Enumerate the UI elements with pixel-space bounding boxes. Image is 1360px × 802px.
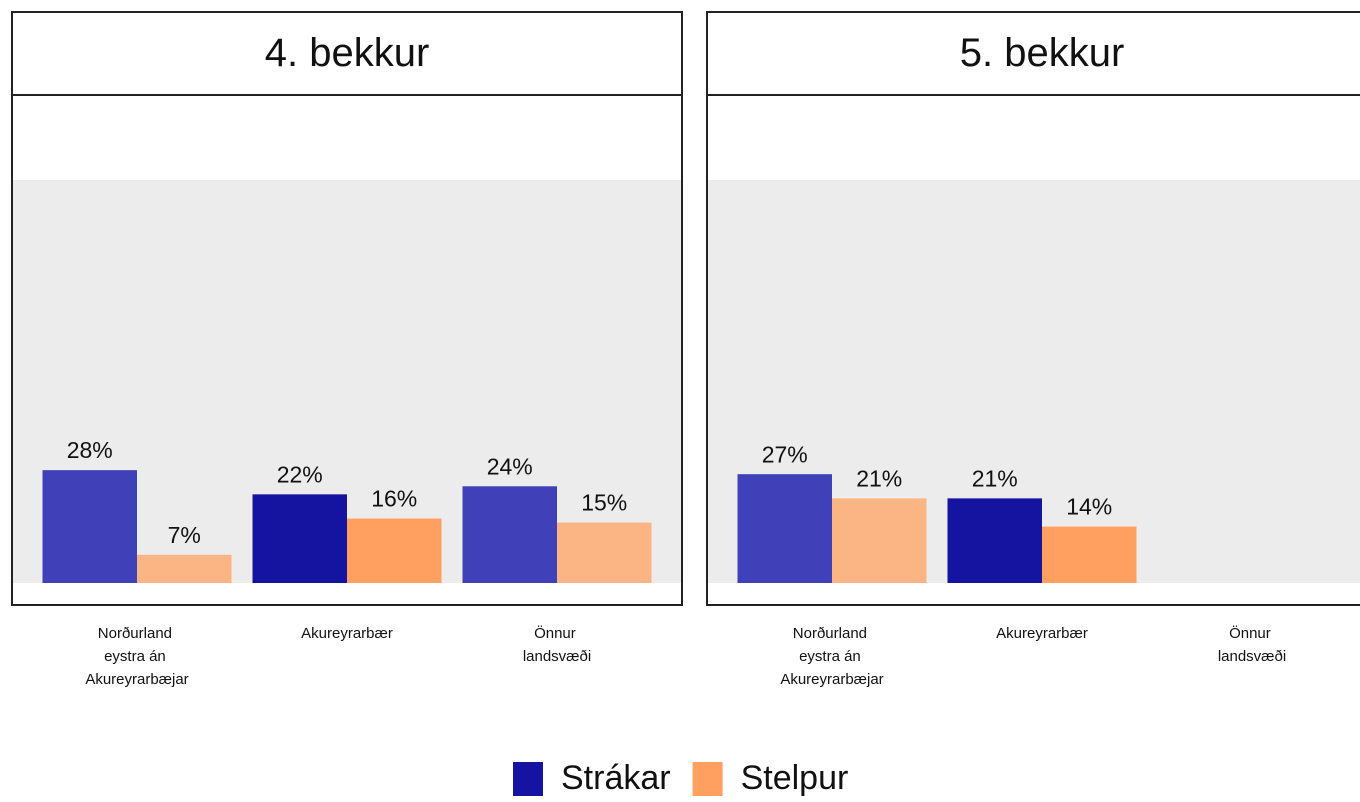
bar — [737, 474, 832, 583]
x-tick-label: Akureyrarbær — [301, 625, 393, 642]
panel-strip — [706, 11, 1360, 96]
panel-title: 4. bekkur — [265, 31, 430, 75]
legend-swatch — [513, 762, 543, 796]
data-label: 15% — [581, 490, 627, 516]
bar — [462, 486, 557, 583]
legend-swatch — [692, 762, 723, 796]
panel-title: 5. bekkur — [960, 31, 1125, 75]
x-tick-label: Önnur landsvæði — [1218, 624, 1286, 665]
data-label: 14% — [1066, 494, 1112, 520]
bar — [42, 470, 137, 583]
bar — [1042, 526, 1137, 583]
bar — [832, 498, 927, 583]
data-label: 7% — [168, 522, 201, 548]
data-label: 21% — [972, 465, 1018, 491]
legend-label: Stelpur — [741, 759, 849, 797]
bar — [347, 518, 442, 583]
legend-label: Strákar — [561, 759, 671, 797]
data-label: 24% — [487, 453, 533, 479]
x-tick-label: Norðurland eystra án Akureyrarbæjar — [85, 625, 188, 688]
data-label: 22% — [277, 461, 323, 487]
data-label: 16% — [371, 486, 417, 512]
x-tick-label: Akureyrarbær — [996, 625, 1088, 642]
data-label: 21% — [856, 465, 902, 491]
panel-strip — [11, 11, 683, 96]
data-label: 28% — [67, 437, 113, 463]
x-tick-label: Norðurland eystra án Akureyrarbæjar — [780, 625, 883, 688]
bar — [557, 522, 652, 583]
bar — [137, 554, 232, 583]
x-tick-label: Önnur landsvæði — [523, 624, 591, 665]
bar — [947, 498, 1042, 583]
data-label: 27% — [762, 441, 808, 467]
bar — [252, 494, 347, 583]
